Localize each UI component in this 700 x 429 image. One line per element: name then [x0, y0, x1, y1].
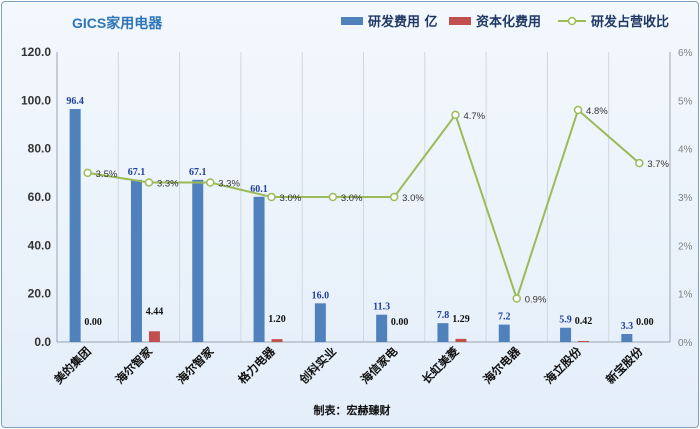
data-label-ratio: 3.5%: [96, 169, 118, 180]
x-category-label: 海立股份: [542, 344, 585, 387]
y-right-tick-label: 1%: [678, 290, 693, 301]
legend-swatch-ratio-marker: [567, 16, 577, 26]
bar-capitalized: [148, 331, 160, 342]
point-ratio: [144, 178, 154, 187]
bar-rd-expense: [69, 109, 81, 343]
y-right-tick-label: 5%: [678, 96, 693, 107]
bar-rd-expense: [560, 327, 572, 342]
line-ratio: [87, 108, 641, 302]
point-ratio: [512, 294, 521, 303]
data-label-rd-expense: 67.1: [128, 167, 146, 178]
point-ratio: [573, 105, 583, 115]
chart-title: GICS家用电器: [72, 15, 163, 31]
bar-capitalized: [271, 339, 283, 342]
x-category-label: 美的集团: [51, 344, 93, 386]
y-right-tick-label: 2%: [678, 241, 693, 252]
legend-swatch-rd-expense: [341, 17, 363, 25]
x-category-label: 海尔智家: [174, 344, 217, 387]
x-category-label: 新宝股份: [603, 344, 646, 387]
bar-rd-expense: [621, 334, 633, 342]
chart-credit: 制表：宏赫臻财: [314, 403, 391, 417]
y-right-tick-label: 6%: [678, 48, 693, 59]
bar-rd-expense: [253, 196, 265, 342]
data-label-ratio: 3.0%: [341, 193, 363, 204]
data-label-rd-expense: 3.3: [621, 321, 634, 332]
bar-capitalized: [578, 340, 590, 342]
data-label-capitalized: 1.20: [268, 314, 286, 325]
point-ratio: [267, 192, 276, 202]
plot-area: 0.0 20.0 40.0 60.0 80.0 100.0 120.0 0% 1% 2% 3% 4% 5…: [21, 45, 693, 387]
bar-capitalized: [455, 338, 467, 342]
bar-rd-expense: [130, 179, 142, 342]
y-left-tick-label: 0.0: [34, 335, 51, 349]
y-left-tick-label: 40.0: [28, 238, 52, 252]
point-ratio: [451, 110, 460, 120]
data-label-rd-expense: 96.4: [66, 96, 84, 107]
legend-label-rd-expense: 研发费用 亿: [368, 14, 438, 30]
bar-rd-expense: [376, 314, 388, 342]
y-left-tick-label: 20.0: [28, 287, 52, 301]
x-category-label: 格力电器: [235, 344, 278, 387]
data-label-capitalized: 0.00: [636, 317, 654, 328]
bar-rd-expense: [437, 323, 449, 342]
data-label-ratio: 4.8%: [586, 106, 608, 117]
data-label-ratio: 0.9%: [525, 295, 547, 306]
data-label-rd-expense: 7.2: [498, 312, 511, 323]
point-ratio: [635, 158, 644, 168]
legend-label-ratio: 研发占营收比: [591, 14, 669, 30]
point-ratio: [83, 168, 92, 178]
x-category-label: 海尔智家: [113, 344, 156, 387]
data-label-rd-expense: 11.3: [373, 302, 390, 313]
data-label-rd-expense: 5.9: [559, 315, 572, 326]
legend: 研发费用 亿 资本化费用 研发占营收比: [341, 14, 669, 30]
data-label-ratio: 3.7%: [647, 159, 669, 170]
bar-rd-expense: [314, 303, 326, 342]
data-label-capitalized: 0.42: [575, 316, 593, 327]
y-left-tick-label: 100.0: [21, 93, 51, 107]
y-right-tick-label: 3%: [678, 193, 693, 204]
y-left-tick-label: 60.0: [28, 190, 52, 204]
legend-label-capitalized: 资本化费用: [476, 14, 541, 30]
x-category-label: 长虹美菱: [419, 344, 462, 387]
data-label-ratio: 3.3%: [157, 179, 179, 190]
y-right-tick-label: 4%: [678, 145, 693, 156]
y-left-tick-label: 120.0: [21, 45, 51, 59]
point-ratio: [328, 192, 338, 202]
x-category-label: 海尔电器: [480, 344, 523, 387]
data-label-capitalized: 1.29: [452, 314, 470, 325]
data-label-ratio: 3.3%: [218, 179, 240, 190]
bar-rd-expense: [498, 324, 510, 342]
point-ratio: [389, 192, 399, 202]
data-label-ratio: 3.0%: [402, 193, 424, 204]
bar-rd-expense: [192, 179, 204, 342]
data-label-rd-expense: 16.0: [312, 290, 330, 301]
data-label-capitalized: 0.00: [391, 317, 409, 328]
point-ratio: [206, 178, 215, 187]
data-label-rd-expense: 67.1: [189, 167, 207, 178]
x-category-label: 创科实业: [296, 344, 339, 387]
y-right-tick-label: 0%: [678, 338, 693, 349]
y-left-tick-label: 80.0: [28, 142, 52, 156]
data-label-ratio: 4.7%: [463, 111, 485, 122]
x-category-label: 海信家电: [358, 344, 401, 387]
data-label-capitalized: 0.00: [84, 317, 102, 328]
legend-swatch-capitalized: [449, 17, 471, 25]
data-label-ratio: 3.0%: [280, 193, 302, 204]
data-label-rd-expense: 7.8: [437, 310, 450, 321]
data-label-rd-expense: 60.1: [250, 184, 268, 195]
data-label-capitalized: 4.44: [146, 306, 164, 317]
